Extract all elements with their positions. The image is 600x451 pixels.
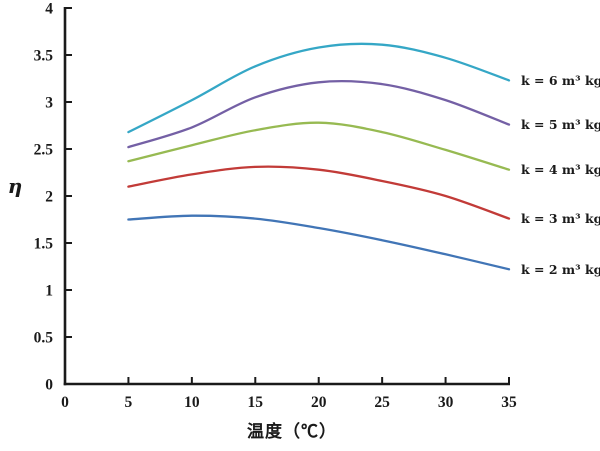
y-axis-title: η	[7, 174, 23, 198]
y-tick-label: 1.5	[34, 236, 54, 253]
x-axis-title: 温度（℃）	[247, 422, 337, 441]
legend-label-k3: k = 3 m³ kg⁻¹	[521, 211, 600, 226]
y-tick-label: 1	[45, 283, 53, 300]
x-tick-label: 30	[438, 394, 454, 411]
x-tick-label: 5	[125, 394, 133, 411]
x-tick-label: 35	[501, 394, 517, 411]
series-line-k6	[127, 42, 511, 134]
x-tick-label: 20	[311, 394, 327, 411]
series-line-k5	[127, 79, 511, 149]
series-line-k3	[127, 165, 511, 220]
legend-label-k6: k = 6 m³ kg⁻¹	[521, 73, 600, 88]
y-tick-label: 0	[45, 377, 53, 394]
y-tick-label: 3	[45, 95, 53, 112]
y-tick-label: 2.5	[34, 142, 54, 159]
y-tick-label: 2	[45, 189, 53, 206]
series-line-k2	[127, 214, 511, 271]
x-tick-label: 10	[184, 394, 200, 411]
legend-label-k2: k = 2 m³ kg⁻¹	[521, 262, 600, 277]
y-tick-label: 4	[45, 1, 53, 18]
y-tick-label: 3.5	[34, 48, 54, 65]
series-line-k4	[127, 121, 511, 171]
x-tick-label: 0	[61, 394, 69, 411]
x-tick-label: 25	[374, 394, 390, 411]
legend-label-k5: k = 5 m³ kg⁻¹	[521, 117, 600, 132]
y-tick-label: 0.5	[34, 330, 54, 347]
legend-label-k4: k = 4 m³ kg⁻¹	[521, 162, 600, 177]
x-tick-label: 15	[248, 394, 264, 411]
